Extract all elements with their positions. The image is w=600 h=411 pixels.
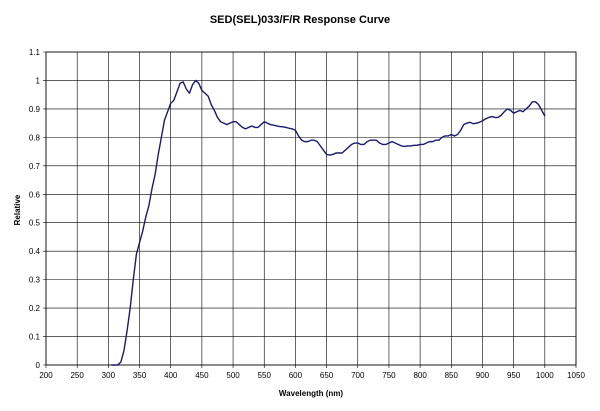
x-tick-label: 900	[476, 371, 490, 380]
x-tick-label: 400	[164, 371, 178, 380]
x-axis-ticks: 200 250 300 350 400 450 500 550 600 650 700 750 800 8…	[39, 371, 585, 380]
x-tick-label: 800	[413, 371, 427, 380]
grid-lines	[43, 51, 577, 368]
x-tick-label: 850	[445, 371, 459, 380]
x-tick-label: 500	[226, 371, 240, 380]
y-tick-label: 0.2	[29, 304, 41, 313]
y-tick-label: 0	[36, 361, 41, 370]
x-tick-label: 350	[133, 371, 147, 380]
x-tick-label: 650	[320, 371, 334, 380]
y-axis-label: Relative	[13, 194, 22, 225]
y-tick-label: 1.1	[29, 48, 41, 57]
y-tick-label: 0.7	[29, 162, 41, 171]
x-tick-label: 600	[289, 371, 303, 380]
x-tick-label: 1050	[567, 371, 585, 380]
y-tick-label: 0.4	[29, 247, 41, 256]
x-tick-label: 200	[39, 371, 53, 380]
y-tick-label: 0.1	[29, 333, 41, 342]
series-layer	[111, 79, 546, 366]
y-axis-ticks: 0 0.1 0.2 0.3 0.4 0.5 0.6 0.7 0.8 0.9 1 1.1	[29, 48, 41, 370]
response-curve-line	[111, 79, 546, 366]
x-axis-label: Wavelength (nm)	[279, 389, 343, 398]
chart-title: SED(SEL)033/F/R Response Curve	[210, 14, 390, 26]
y-tick-label: 0.8	[29, 133, 41, 142]
x-tick-label: 450	[195, 371, 209, 380]
x-tick-label: 1000	[536, 371, 554, 380]
x-tick-label: 300	[102, 371, 116, 380]
plot-area-frame	[45, 51, 577, 366]
x-tick-label: 250	[70, 371, 84, 380]
y-tick-label: 0.5	[29, 219, 41, 228]
y-tick-label: 0.6	[29, 190, 41, 199]
y-tick-label: 1	[36, 76, 41, 85]
x-tick-label: 550	[258, 371, 272, 380]
x-tick-label: 700	[351, 371, 365, 380]
x-tick-label: 750	[382, 371, 396, 380]
y-tick-label: 0.9	[29, 105, 41, 114]
x-tick-label: 950	[507, 371, 521, 380]
y-tick-label: 0.3	[29, 276, 41, 285]
